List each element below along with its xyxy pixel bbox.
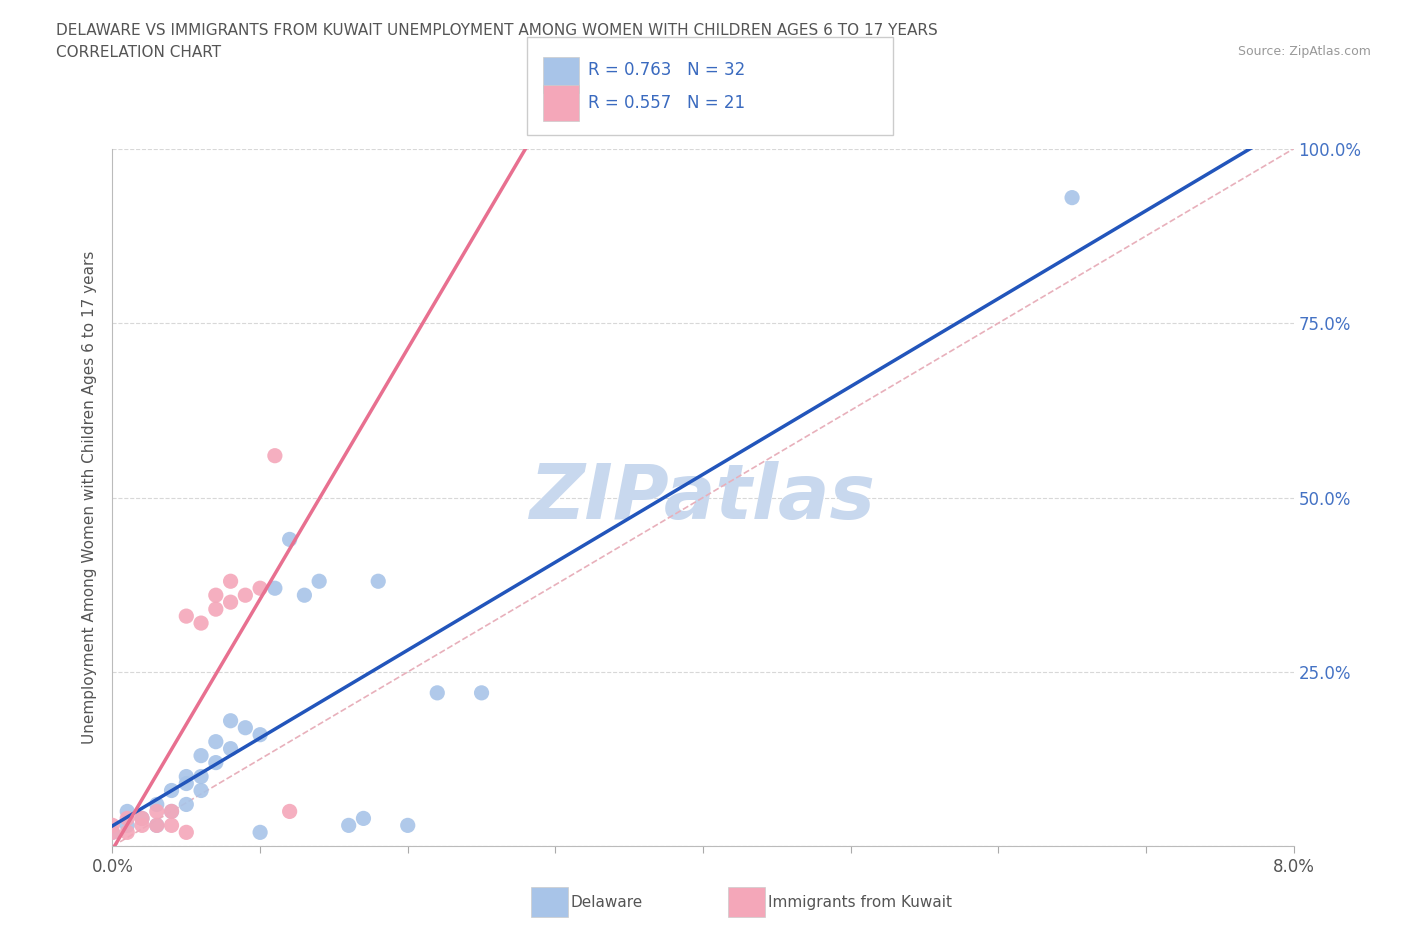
Point: [367, 574, 389, 589]
Text: Source: ZipAtlas.com: Source: ZipAtlas.com: [1237, 45, 1371, 58]
Point: [190, 783, 212, 798]
Point: [160, 818, 183, 833]
Point: [117, 811, 138, 826]
Point: [278, 532, 301, 547]
Point: [1062, 191, 1084, 206]
Point: [117, 825, 138, 840]
Text: ZIPatlas: ZIPatlas: [530, 460, 876, 535]
Point: [117, 804, 138, 819]
Point: [190, 616, 212, 631]
Point: [174, 797, 197, 812]
Point: [146, 804, 169, 819]
Point: [249, 580, 271, 596]
Point: [396, 818, 419, 833]
Point: [190, 748, 212, 763]
Point: [146, 818, 169, 833]
Point: [352, 811, 374, 826]
Point: [219, 595, 242, 610]
Point: [146, 818, 169, 833]
Point: [233, 721, 256, 736]
Point: [101, 825, 124, 840]
Text: Delaware: Delaware: [571, 895, 643, 910]
Point: [190, 769, 212, 784]
Point: [174, 609, 197, 624]
Point: [205, 735, 228, 750]
Point: [471, 685, 494, 700]
Point: [146, 797, 169, 812]
Point: [205, 588, 228, 603]
Point: [205, 755, 228, 770]
Point: [249, 727, 271, 742]
Point: [117, 818, 138, 833]
Text: R = 0.557   N = 21: R = 0.557 N = 21: [588, 94, 745, 112]
Point: [278, 804, 301, 819]
Point: [131, 811, 153, 826]
Point: [174, 769, 197, 784]
Y-axis label: Unemployment Among Women with Children Ages 6 to 17 years: Unemployment Among Women with Children A…: [82, 251, 97, 744]
Point: [101, 825, 124, 840]
Text: DELAWARE VS IMMIGRANTS FROM KUWAIT UNEMPLOYMENT AMONG WOMEN WITH CHILDREN AGES 6: DELAWARE VS IMMIGRANTS FROM KUWAIT UNEMP…: [56, 23, 938, 38]
Point: [219, 741, 242, 756]
Point: [131, 811, 153, 826]
Text: Immigrants from Kuwait: Immigrants from Kuwait: [768, 895, 952, 910]
Point: [337, 818, 360, 833]
Point: [219, 574, 242, 589]
Point: [160, 804, 183, 819]
Point: [233, 588, 256, 603]
Point: [292, 588, 315, 603]
Point: [174, 776, 197, 790]
Point: [308, 574, 330, 589]
Point: [264, 448, 287, 463]
Text: R = 0.763   N = 32: R = 0.763 N = 32: [588, 61, 745, 79]
Point: [101, 818, 124, 833]
Point: [160, 783, 183, 798]
Point: [264, 580, 287, 596]
Text: CORRELATION CHART: CORRELATION CHART: [56, 45, 221, 60]
Point: [160, 804, 183, 819]
Point: [131, 818, 153, 833]
Point: [174, 825, 197, 840]
Point: [426, 685, 449, 700]
Point: [219, 713, 242, 728]
Point: [205, 602, 228, 617]
Point: [249, 825, 271, 840]
